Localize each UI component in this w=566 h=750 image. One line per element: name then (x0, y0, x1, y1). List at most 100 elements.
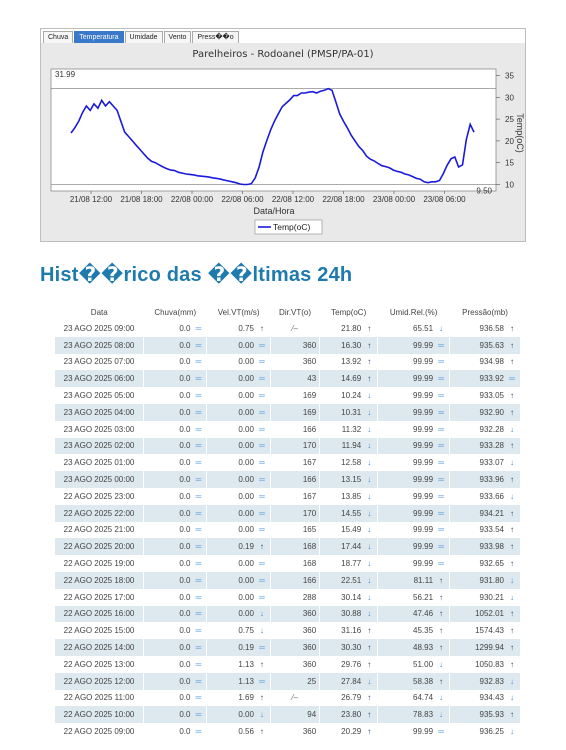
arrow-down-icon: ↓ (510, 424, 514, 434)
pressure-cell-value: 933.07 (479, 458, 504, 468)
rain-cell: 0.0 ═ (143, 420, 208, 438)
arrow-up-icon: ↑ (510, 323, 514, 333)
equal-icon: ═ (509, 374, 515, 384)
humidity-cell-value: 45.35 (413, 626, 434, 636)
humidity-cell-value: 99.99 (413, 374, 434, 384)
humidity-cell: 99.99 ═ (377, 538, 451, 556)
arrow-up-icon: ↑ (367, 323, 372, 333)
table-header-row: Data Chuva(mm) Vel.VT(m/s) Dir.VT(o) Temp(oC… (55, 304, 521, 320)
arrow-down-icon: ↓ (367, 407, 372, 417)
x-tick-label: 22/08 18:00 (322, 195, 365, 204)
humidity-cell-value: 99.99 (413, 458, 434, 468)
wind-speed-cell-value: 0.56 (238, 727, 254, 737)
col-header-6: Pressão(mb) (462, 307, 508, 317)
humidity-cell: 99.99 ═ (377, 487, 451, 505)
wind-speed-cell: 0.00 ↓ (206, 706, 271, 724)
pressure-cell: 932.83 ↓ (449, 672, 521, 690)
humidity-cell-value: 51.00 (413, 659, 434, 669)
equal-icon: ═ (195, 693, 202, 703)
humidity-cell-value: 99.99 (413, 508, 434, 518)
wind-speed-cell: 0.00 ═ (206, 420, 271, 438)
rain-cell-value: 0.0 (179, 659, 191, 669)
date-cell-value: 22 AGO 2025 20:00 (63, 542, 135, 552)
wind-speed-cell-value: 0.19 (238, 643, 254, 653)
equal-icon: ═ (438, 491, 444, 501)
humidity-cell-value: 99.99 (413, 357, 434, 367)
temp-cell: 30.88 ↓ (319, 605, 379, 623)
pressure-cell-value: 934.43 (479, 693, 504, 703)
table-row: 22 AGO 2025 12:00 0.0 ═ 1.13 ═ 25 27.84 ↓ 58.38 ↑… (55, 672, 521, 690)
tab-0[interactable]: Chuva (43, 31, 74, 43)
tab-4[interactable]: Press��o (192, 31, 239, 43)
humidity-cell: 45.35 ↑ (377, 622, 451, 640)
wind-speed-cell: 0.00 ═ (206, 521, 271, 539)
wind-dir-cell: 169 (270, 403, 321, 421)
date-cell: 22 AGO 2025 21:00 (55, 521, 144, 539)
date-cell: 23 AGO 2025 08:00 (55, 336, 144, 354)
arrow-down-icon: ↓ (367, 424, 372, 434)
equal-icon: ═ (195, 710, 202, 720)
wind-dir-value: 166 (302, 424, 317, 434)
temp-cell: 31.16 ↑ (319, 622, 379, 640)
equal-icon: ═ (259, 559, 265, 569)
humidity-cell-value: 64.74 (413, 693, 434, 703)
wind-speed-cell-value: 0.00 (238, 407, 254, 417)
arrow-up-icon: ↑ (510, 710, 514, 720)
date-cell: 23 AGO 2025 02:00 (55, 437, 144, 455)
arrow-down-icon: ↓ (367, 441, 372, 451)
humidity-cell: 81.11 ↑ (377, 571, 451, 589)
equal-icon: ═ (438, 525, 444, 535)
tab-3[interactable]: Vento (163, 31, 192, 43)
equal-icon: ═ (438, 508, 444, 518)
arrow-down-icon: ↓ (367, 475, 372, 485)
wind-dir-value: 360 (302, 340, 317, 350)
wind-speed-cell-value: 0.00 (238, 525, 254, 535)
date-cell: 22 AGO 2025 11:00 (55, 689, 144, 707)
chart-title: Parelheiros - Rodoanel (PMSP/PA-01) (192, 49, 373, 60)
tab-2[interactable]: Umidade (124, 31, 163, 43)
arrow-down-icon: ↓ (259, 710, 264, 720)
equal-icon: ═ (195, 727, 202, 737)
wind-dir-value: 167 (302, 491, 317, 501)
pressure-cell: 931.80 ↓ (449, 571, 521, 589)
humidity-cell-value: 99.99 (413, 525, 434, 535)
temp-cell: 17.44 ↓ (319, 538, 379, 556)
date-cell-value: 22 AGO 2025 10:00 (63, 710, 135, 720)
x-tick-label: 23/08 06:00 (423, 195, 466, 204)
date-cell: 22 AGO 2025 18:00 (55, 571, 144, 589)
wind-dir-cell: ⁄– (270, 320, 321, 337)
wind-speed-cell: 0.00 ═ (206, 403, 271, 421)
arrow-down-icon: ↓ (510, 575, 514, 585)
table-row: 22 AGO 2025 17:00 0.0 ═ 0.00 ═ 288 30.14 ↓ 56.21… (55, 588, 521, 606)
rain-cell-value: 0.0 (179, 525, 191, 535)
equal-icon: ═ (259, 357, 265, 367)
rain-cell: 0.0 ═ (143, 538, 208, 556)
date-cell: 23 AGO 2025 09:00 (55, 320, 144, 337)
equal-icon: ═ (195, 542, 202, 552)
humidity-cell: 65.51 ↓ (377, 320, 451, 337)
wind-dir-value: 43 (307, 374, 317, 384)
temp-cell-value: 16.30 (341, 340, 362, 350)
temp-cell-value: 30.30 (341, 643, 362, 653)
wind-dir-cell: 169 (270, 387, 321, 404)
y-tick-label: 25 (505, 115, 514, 124)
equal-icon: ═ (195, 659, 202, 669)
pressure-cell-value: 931.80 (479, 575, 504, 585)
wind-dir-value: 167 (302, 458, 317, 468)
date-cell-value: 22 AGO 2025 15:00 (63, 626, 135, 636)
wind-speed-cell: 0.19 ═ (206, 639, 271, 656)
temp-cell-value: 30.88 (341, 609, 362, 619)
arrow-up-icon: ↑ (367, 643, 372, 653)
col-header-0: Data (90, 307, 108, 317)
tab-1[interactable]: Temperatura (74, 31, 124, 43)
pressure-cell-value: 933.54 (479, 525, 504, 535)
date-cell: 22 AGO 2025 22:00 (55, 504, 144, 522)
equal-icon: ═ (438, 391, 444, 401)
temp-cell-value: 15.49 (341, 525, 362, 535)
col-header-1: Chuva(mm) (154, 307, 197, 317)
pressure-cell: 932.90 ↑ (449, 403, 521, 421)
rain-cell: 0.0 ═ (143, 403, 208, 421)
equal-icon: ═ (195, 626, 202, 636)
table-row: 22 AGO 2025 23:00 0.0 ═ 0.00 ═ 167 13.85 ↓ 99.99… (55, 487, 521, 505)
equal-icon: ═ (195, 424, 202, 434)
